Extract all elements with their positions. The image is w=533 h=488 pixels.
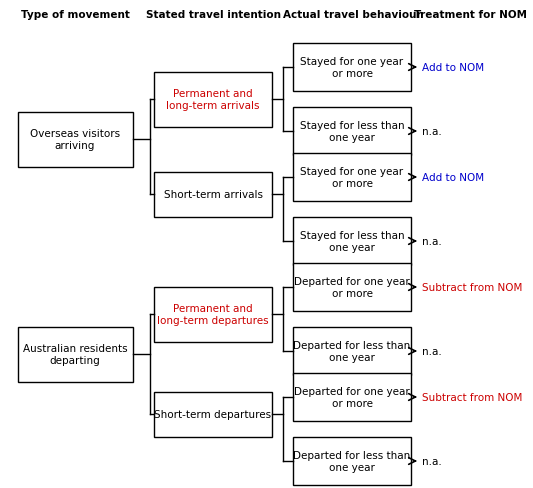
Text: Permanent and
long-term departures: Permanent and long-term departures — [157, 304, 269, 325]
Text: Add to NOM: Add to NOM — [422, 63, 484, 73]
Bar — [154, 287, 272, 342]
Text: Stayed for one year
or more: Stayed for one year or more — [301, 57, 403, 79]
Text: Short-term arrivals: Short-term arrivals — [164, 190, 262, 200]
Text: Australian residents
departing: Australian residents departing — [23, 344, 127, 365]
Bar — [293, 44, 411, 92]
Text: n.a.: n.a. — [422, 237, 442, 246]
Text: Stated travel intention: Stated travel intention — [146, 10, 280, 20]
Text: Permanent and
long-term arrivals: Permanent and long-term arrivals — [166, 89, 260, 111]
Text: Short-term departures: Short-term departures — [155, 409, 271, 419]
Bar — [154, 72, 272, 127]
Text: Stayed for less than
one year: Stayed for less than one year — [300, 121, 405, 142]
Text: Overseas visitors
arriving: Overseas visitors arriving — [30, 129, 120, 150]
Text: n.a.: n.a. — [422, 127, 442, 137]
Bar — [18, 327, 133, 382]
Bar — [154, 172, 272, 217]
Text: n.a.: n.a. — [422, 456, 442, 466]
Text: Departed for less than
one year: Departed for less than one year — [293, 450, 410, 472]
Text: Departed for one year
or more: Departed for one year or more — [294, 277, 410, 298]
Bar — [293, 437, 411, 485]
Text: Treatment for NOM: Treatment for NOM — [414, 10, 527, 20]
Text: Subtract from NOM: Subtract from NOM — [422, 392, 522, 402]
Text: Departed for one year
or more: Departed for one year or more — [294, 386, 410, 408]
Bar — [18, 112, 133, 167]
Text: Stayed for less than
one year: Stayed for less than one year — [300, 231, 405, 252]
Text: Subtract from NOM: Subtract from NOM — [422, 283, 522, 292]
Text: Type of movement: Type of movement — [21, 10, 130, 20]
Text: Stayed for one year
or more: Stayed for one year or more — [301, 167, 403, 188]
Bar — [293, 373, 411, 421]
Bar — [293, 218, 411, 265]
Bar — [293, 327, 411, 375]
Text: Add to NOM: Add to NOM — [422, 173, 484, 183]
Text: n.a.: n.a. — [422, 346, 442, 356]
Text: Actual travel behaviour: Actual travel behaviour — [282, 10, 421, 20]
Bar — [293, 264, 411, 311]
Bar — [293, 154, 411, 202]
Text: Departed for less than
one year: Departed for less than one year — [293, 341, 410, 362]
Bar — [154, 392, 272, 437]
Bar — [293, 108, 411, 156]
